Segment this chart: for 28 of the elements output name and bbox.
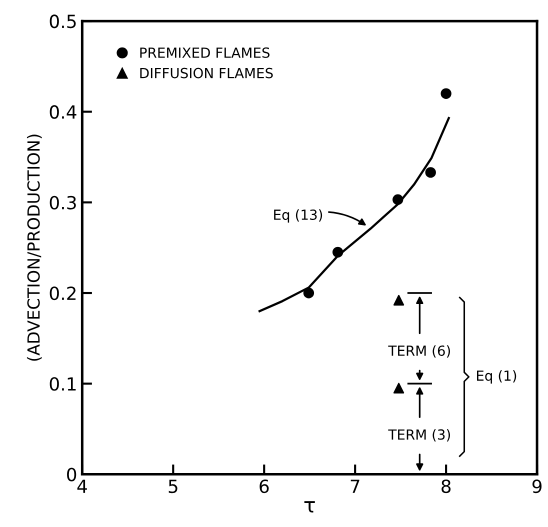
x-tick-label: 6	[260, 479, 269, 494]
legend-label: DIFFUSION FLAMES	[140, 68, 273, 78]
annotation: TERM (6)	[388, 345, 450, 358]
point	[393, 294, 404, 306]
point	[425, 167, 436, 178]
y-tick-label: 0.5	[50, 14, 76, 28]
point	[332, 246, 344, 258]
annotation: Eq (13)	[274, 209, 322, 223]
legend-label: PREMIXED FLAMES	[140, 47, 270, 58]
point	[303, 288, 314, 298]
y-tick-label: 0.1	[50, 377, 76, 391]
x-tick-label: 9	[532, 479, 542, 494]
x-tick-label: 8	[442, 479, 451, 494]
y-tick-label: 0.2	[50, 286, 76, 300]
y-tick-label: 0.3	[50, 196, 76, 210]
point	[393, 382, 404, 394]
x-tick-label: 5	[168, 480, 178, 494]
x-tick-label: 7	[350, 480, 360, 493]
annotation: TERM (3)	[388, 429, 450, 442]
x-axis-title: τ	[304, 501, 315, 512]
y-tick-label: 0	[67, 468, 76, 482]
point	[440, 88, 452, 99]
point	[392, 194, 404, 205]
annotation: Eq (1)	[477, 370, 516, 384]
y-axis-title: (ADVECTION/PRODUCTION)	[26, 134, 42, 361]
x-tick-label: 4	[77, 480, 87, 493]
y-tick-label: 0.4	[50, 105, 76, 119]
line-series	[258, 116, 450, 312]
